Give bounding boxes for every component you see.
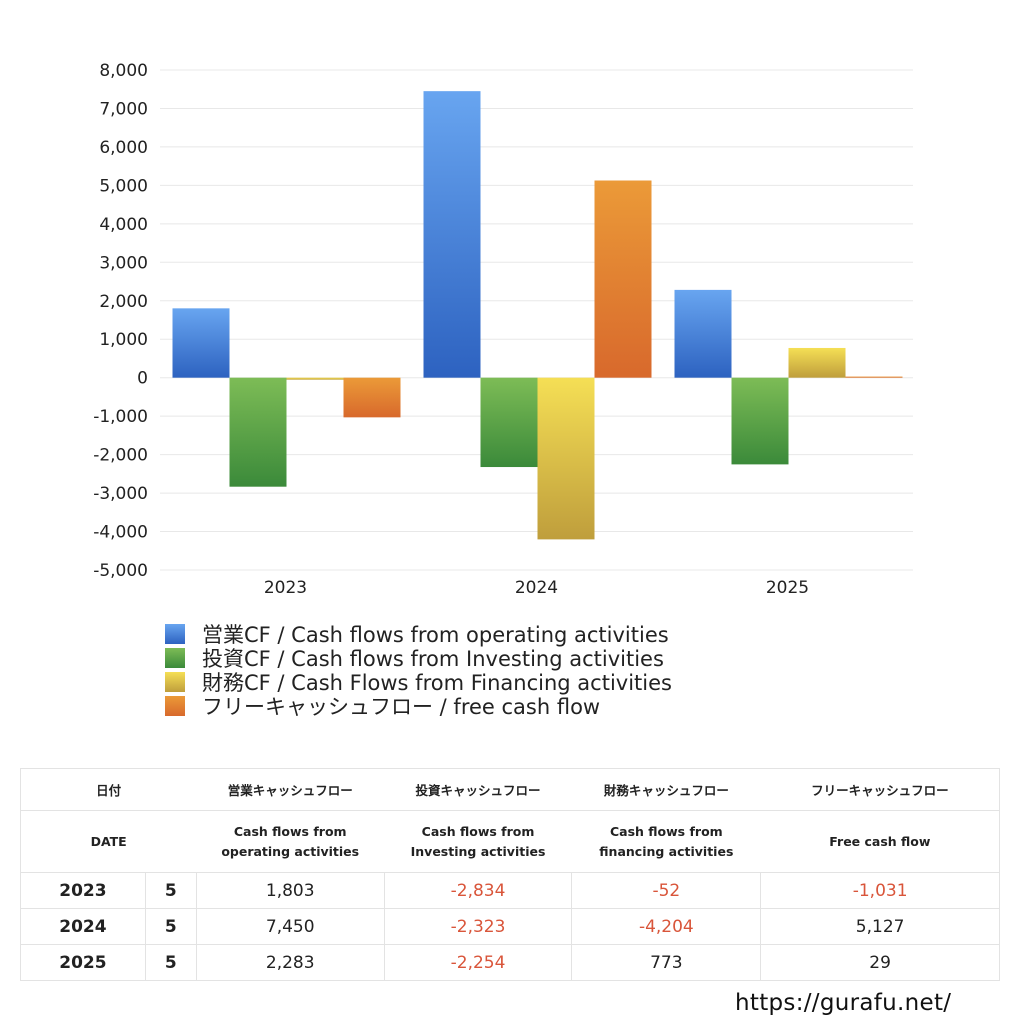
cash-flow-table: 日付 営業キャッシュフロー 投資キャッシュフロー 財務キャッシュフロー フリーキ… — [20, 768, 1000, 981]
legend-swatch-operating — [165, 624, 185, 644]
table-row: 2024 5 7,450 -2,323 -4,204 5,127 — [20, 908, 1000, 945]
legend-item-investing: 投資CF / Cash flows from Investing activit… — [165, 646, 672, 671]
bar-2023-0 — [172, 308, 230, 378]
y-tick-label: 4,000 — [99, 215, 148, 235]
table-header-jp: 日付 営業キャッシュフロー 投資キャッシュフロー 財務キャッシュフロー フリーキ… — [20, 768, 1000, 811]
header-investing-en: Cash flows from Investing activities — [384, 810, 572, 873]
row-operating: 7,450 — [195, 908, 385, 945]
row-operating: 2,283 — [195, 944, 385, 981]
legend-label: 財務CF / Cash Flows from Financing activit… — [202, 671, 672, 695]
gridlines — [160, 69, 913, 571]
bar-2023-1 — [229, 377, 287, 487]
row-investing: -2,323 — [383, 908, 573, 945]
bar-2023-3 — [343, 377, 401, 418]
header-financing-en: Cash flows from financing activities — [571, 810, 761, 873]
row-year: 2025 — [20, 944, 146, 981]
site-url: https://gurafu.net/ — [735, 990, 952, 1016]
bar-2024-2 — [537, 377, 595, 540]
bar-2025-2 — [788, 347, 846, 378]
y-tick-label: -1,000 — [93, 407, 148, 427]
header-operating-en: Cash flows from operating activities — [196, 810, 385, 873]
legend-item-financing: 財務CF / Cash Flows from Financing activit… — [165, 670, 672, 695]
x-axis-labels: 2023 2024 2025 — [264, 578, 809, 598]
legend-item-free-cash-flow: フリーキャッシュフロー / free cash flow — [165, 694, 672, 719]
bar-2025-0 — [674, 289, 732, 378]
y-tick-label: -2,000 — [93, 446, 148, 466]
y-tick-label: 2,000 — [99, 292, 148, 312]
y-tick-label: -4,000 — [93, 523, 148, 543]
header-investing-jp: 投資キャッシュフロー — [384, 768, 572, 811]
y-axis-labels: 8,000 7,000 6,000 5,000 4,000 3,000 2,000 1,000… — [93, 61, 148, 581]
bars — [172, 91, 903, 540]
header-date-en: DATE — [20, 810, 197, 873]
y-tick-label: 1,000 — [99, 330, 148, 350]
row-free: -1,031 — [760, 872, 1000, 909]
row-financing: -52 — [571, 872, 762, 909]
y-tick-label: 8,000 — [99, 61, 148, 81]
legend-swatch-financing — [165, 672, 185, 692]
bar-2025-1 — [731, 377, 789, 465]
x-tick-label: 2025 — [766, 578, 809, 598]
y-tick-label: 5,000 — [99, 176, 148, 196]
row-free: 29 — [760, 944, 1000, 981]
x-tick-label: 2024 — [515, 578, 558, 598]
legend-label: 営業CF / Cash flows from operating activit… — [202, 623, 669, 647]
cash-flow-bar-chart: 8,000 7,000 6,000 5,000 4,000 3,000 2,000 1,000… — [93, 61, 913, 598]
x-tick-label: 2023 — [264, 578, 307, 598]
header-financing-jp: 財務キャッシュフロー — [571, 768, 761, 811]
y-tick-label: 3,000 — [99, 253, 148, 273]
row-investing: -2,834 — [383, 872, 573, 909]
row-investing: -2,254 — [383, 944, 573, 981]
y-tick-label: 0 — [137, 369, 148, 389]
legend-item-operating: 営業CF / Cash flows from operating activit… — [165, 622, 672, 647]
row-month: 5 — [144, 944, 197, 981]
row-operating: 1,803 — [195, 872, 385, 909]
bar-2023-2 — [286, 377, 344, 380]
row-financing: -4,204 — [571, 908, 762, 945]
row-year: 2024 — [20, 908, 146, 945]
legend-swatch-investing — [165, 648, 185, 668]
header-free-en: Free cash flow — [760, 810, 1000, 873]
chart-legend: 営業CF / Cash flows from operating activit… — [165, 622, 672, 719]
table-row: 2023 5 1,803 -2,834 -52 -1,031 — [20, 872, 1000, 909]
bar-2025-3 — [845, 376, 903, 378]
bar-2024-3 — [594, 180, 652, 378]
row-free: 5,127 — [760, 908, 1000, 945]
bar-2024-1 — [480, 377, 538, 468]
legend-label: フリーキャッシュフロー / free cash flow — [202, 695, 601, 719]
y-tick-label: -3,000 — [93, 484, 148, 504]
table-header-en: DATE Cash flows from operating activities… — [20, 810, 1000, 873]
bar-2024-0 — [423, 91, 481, 378]
header-date-jp: 日付 — [20, 768, 197, 811]
legend-label: 投資CF / Cash flows from Investing activit… — [202, 647, 664, 671]
row-month: 5 — [144, 908, 197, 945]
y-tick-label: -5,000 — [93, 561, 148, 581]
y-tick-label: 7,000 — [99, 99, 148, 119]
row-financing: 773 — [571, 944, 762, 981]
header-free-jp: フリーキャッシュフロー — [760, 768, 1000, 811]
header-operating-jp: 営業キャッシュフロー — [196, 768, 385, 811]
legend-swatch-free-cash-flow — [165, 696, 185, 716]
table-row: 2025 5 2,283 -2,254 773 29 — [20, 944, 1000, 981]
y-tick-label: 6,000 — [99, 138, 148, 158]
row-month: 5 — [144, 872, 197, 909]
row-year: 2023 — [20, 872, 146, 909]
